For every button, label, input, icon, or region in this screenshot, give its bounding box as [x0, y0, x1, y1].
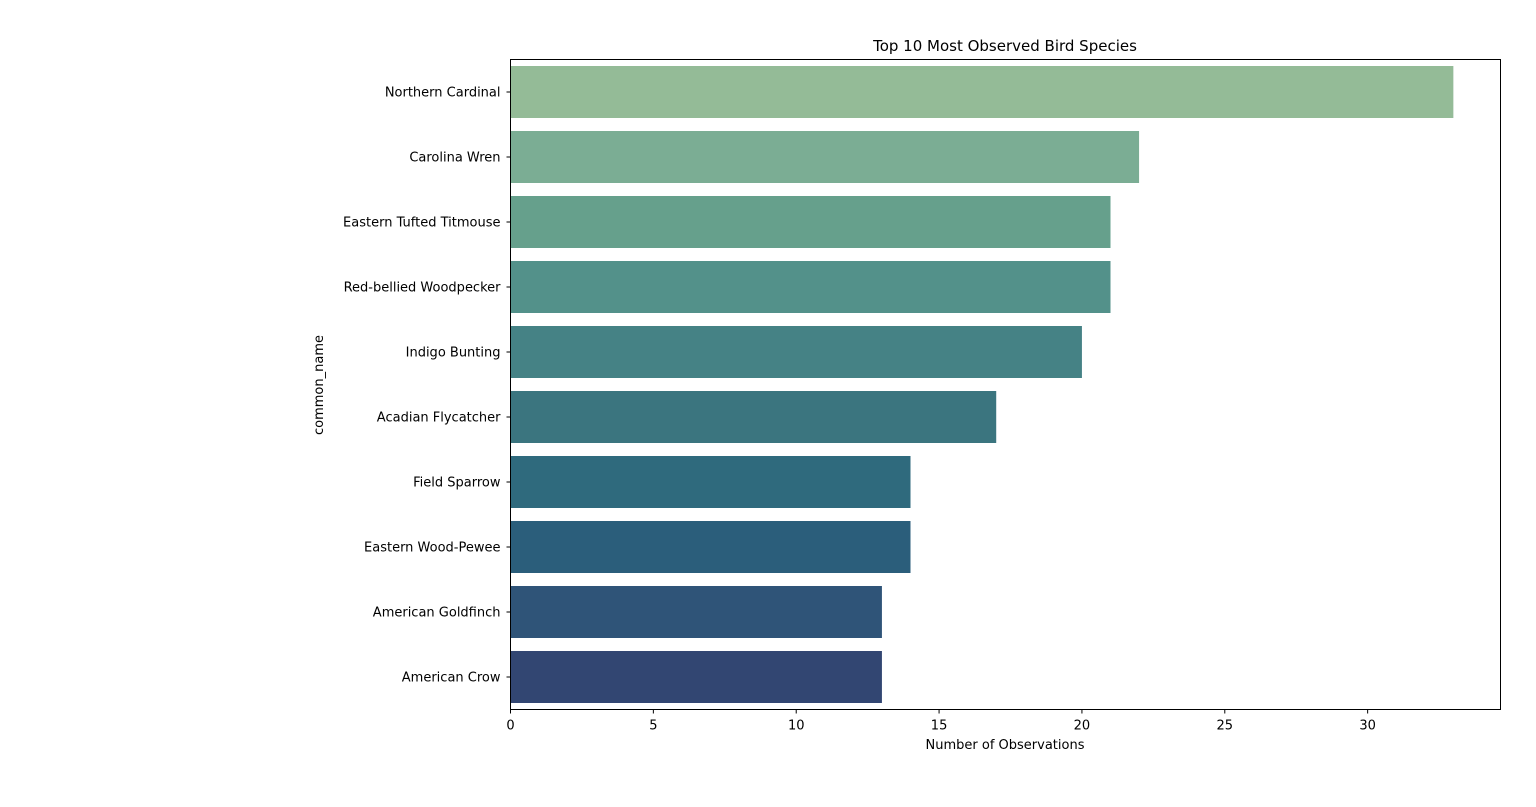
y-tick-label: Red-bellied Woodpecker: [344, 281, 502, 296]
bar-6: [510, 391, 997, 443]
x-ticks-group: 0 5 10 15 20 25 30: [506, 709, 1376, 734]
chart-title: Top 10 Most Observed Bird Species: [872, 37, 1137, 55]
y-tick-label: Eastern Tufted Titmouse: [343, 216, 500, 231]
y-tick-label: Indigo Bunting: [406, 346, 501, 361]
y-tick-label: Acadian Flycatcher: [377, 411, 501, 426]
x-tick-label: 30: [1359, 719, 1376, 734]
y-axis-label: common_name: [312, 335, 327, 435]
bar-7: [510, 456, 911, 508]
x-tick-label: 15: [931, 719, 948, 734]
y-tick-label: Northern Cardinal: [385, 86, 501, 101]
y-tick-label: American Crow: [402, 671, 501, 686]
bar-8: [510, 521, 911, 573]
x-tick-label: 20: [1074, 719, 1091, 734]
bars-group: [510, 66, 1454, 703]
bar-1: [510, 66, 1454, 118]
bar-9: [510, 586, 882, 638]
bar-5: [510, 326, 1082, 378]
plot-frame: [510, 59, 1501, 710]
bar-2: [510, 131, 1140, 183]
x-axis-label: Number of Observations: [926, 738, 1085, 753]
bar-3: [510, 196, 1111, 248]
y-tick-label: American Goldfinch: [373, 606, 501, 621]
x-tick-label: 10: [788, 719, 805, 734]
y-tick-label: Eastern Wood-Pewee: [364, 541, 500, 556]
x-tick-label: 0: [506, 719, 514, 734]
x-tick-label: 5: [649, 719, 657, 734]
bar-4: [510, 261, 1111, 313]
x-tick-label: 25: [1217, 719, 1234, 734]
y-ticks-group: Northern Cardinal Carolina Wren Eastern Tu…: [343, 86, 511, 686]
y-tick-label: Field Sparrow: [413, 476, 501, 491]
y-tick-label: Carolina Wren: [409, 151, 500, 166]
bar-10: [510, 651, 882, 703]
